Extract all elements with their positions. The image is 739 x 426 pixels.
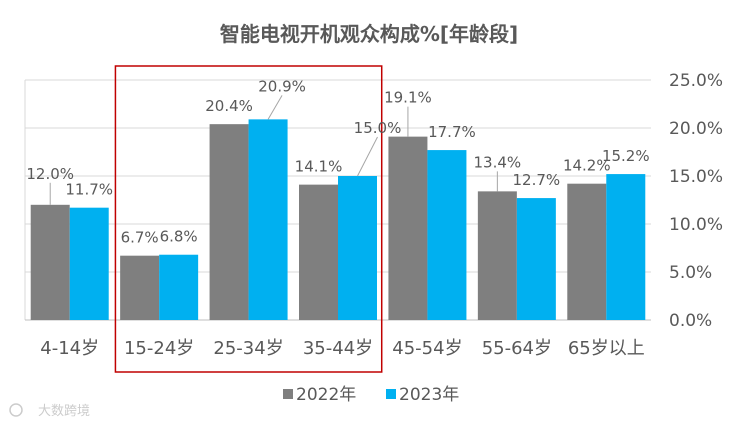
data-label: 20.9% (258, 77, 306, 95)
bar-2023 (159, 254, 199, 320)
data-label: 12.7% (513, 171, 561, 189)
y-tick-label: 15.0% (669, 167, 723, 187)
data-label: 11.7% (65, 181, 113, 199)
y-tick-label: 0.0% (669, 311, 712, 331)
watermark: 大数跨境 (9, 403, 90, 419)
x-tick-label: 65岁以上 (568, 338, 645, 359)
data-label: 19.1% (384, 89, 432, 107)
label-leader-line (357, 136, 378, 177)
legend-swatch (283, 389, 293, 399)
data-label: 6.7% (121, 229, 159, 247)
bar-2023 (338, 176, 377, 320)
x-tick-label: 25-34岁 (213, 338, 283, 359)
bar-2023 (427, 150, 467, 320)
highlight-rectangle (114, 65, 383, 373)
bar-2022 (388, 136, 428, 320)
legend-label-2023: 2023年 (399, 385, 459, 405)
data-label: 14.2% (563, 157, 611, 175)
bar-2023 (69, 207, 109, 320)
bar-2022 (477, 191, 517, 320)
data-labels: 12.0%11.7% 6.7% 6.8% 20.4% 20.9% 14.1% 15.0% 19… (26, 77, 649, 246)
bar-2022 (299, 184, 338, 320)
data-label: 20.4% (205, 97, 253, 115)
legend: 2022年 2023年 (283, 385, 459, 405)
x-tick-label: 55-64岁 (482, 338, 552, 359)
data-label: 14.1% (295, 158, 343, 176)
data-label: 15.0% (354, 119, 402, 137)
chart-title: 智能电视开机观众构成%[年龄段] (220, 22, 518, 46)
watermark-logo-icon (9, 403, 23, 417)
legend-label-2022: 2022年 (296, 385, 356, 405)
watermark-text: 大数跨境 (38, 404, 90, 419)
highlight-box (114, 65, 383, 373)
y-tick-label: 5.0% (669, 263, 712, 283)
bar-2023 (248, 119, 288, 320)
x-tick-label: 15-24岁 (124, 338, 194, 359)
bar-2022 (567, 183, 607, 320)
data-label: 17.7% (428, 123, 476, 141)
bar-2023 (606, 174, 646, 320)
data-label: 12.0% (26, 165, 74, 183)
y-tick-label: 10.0% (669, 215, 723, 235)
label-leader-line (267, 95, 283, 120)
bar-2022 (209, 124, 249, 320)
x-axis: 4-14岁 15-24岁 25-34岁 35-44岁 45-54岁 55-64岁 65岁以上 (40, 338, 644, 359)
bar-2022 (120, 255, 160, 320)
legend-swatch (386, 389, 396, 399)
bar-2023 (516, 198, 556, 320)
bar-2022 (30, 204, 70, 320)
data-label: 13.4% (474, 153, 522, 171)
data-label: 6.8% (160, 228, 198, 246)
y-tick-label: 20.0% (669, 119, 723, 139)
x-tick-label: 35-44岁 (303, 338, 373, 359)
x-tick-label: 4-14岁 (40, 338, 99, 359)
x-tick-label: 45-54岁 (392, 338, 462, 359)
y-axis: 0.0% 5.0% 10.0% 15.0% 20.0% 25.0% (669, 71, 723, 331)
data-label: 15.2% (602, 147, 650, 165)
y-tick-label: 25.0% (669, 71, 723, 91)
bars (30, 119, 646, 320)
